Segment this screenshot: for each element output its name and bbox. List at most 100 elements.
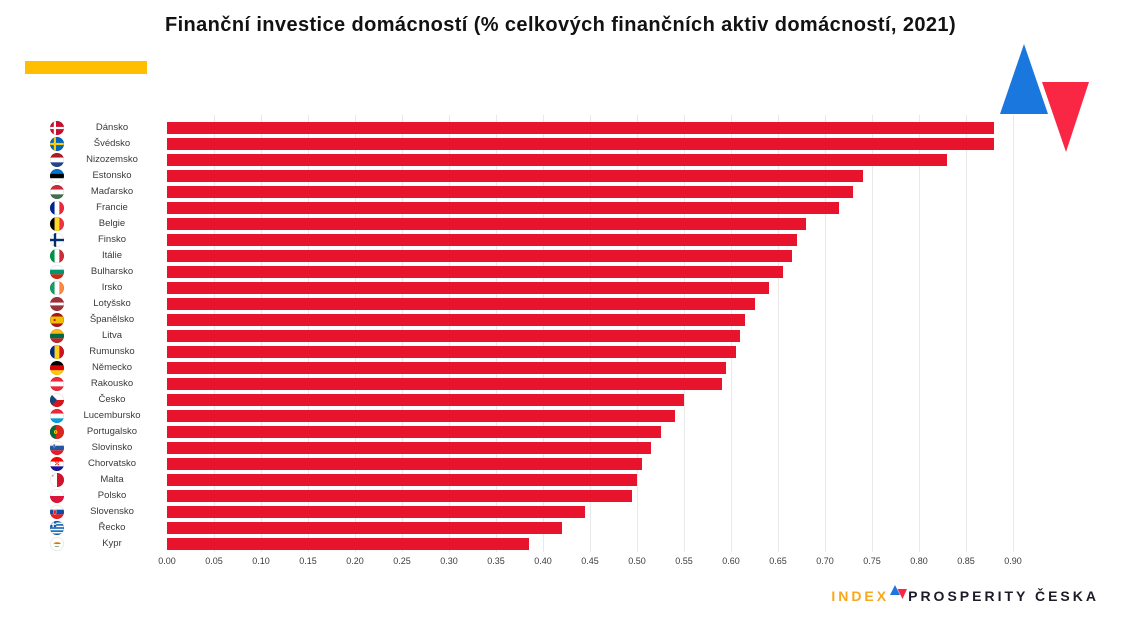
country-label: Polsko	[97, 490, 127, 501]
chart-row: Řecko	[0, 520, 1060, 536]
deco-triangles	[991, 42, 1097, 162]
flag-gr-icon	[50, 521, 64, 535]
bar-ee	[167, 170, 863, 182]
flag-at-icon	[50, 377, 64, 391]
flag-sk-icon	[50, 505, 64, 519]
bar-cz	[167, 394, 684, 406]
flag-es-icon	[50, 313, 64, 327]
bar-hr	[167, 458, 642, 470]
gridline	[919, 115, 920, 552]
gridline	[778, 115, 779, 552]
chart-row: Česko	[0, 392, 1060, 408]
bar-dk	[167, 122, 994, 134]
triangle-down-icon	[1042, 82, 1089, 152]
flag-dk-icon	[50, 121, 64, 135]
x-tick-label: 0.50	[628, 556, 646, 566]
gridline	[825, 115, 826, 552]
chart-row: Slovinsko	[0, 440, 1060, 456]
chart-row: Rakousko	[0, 376, 1060, 392]
country-label: Portugalsko	[86, 426, 138, 437]
x-tick-label: 0.10	[252, 556, 270, 566]
chart-row: Portugalsko	[0, 424, 1060, 440]
chart-row: Belgie	[0, 216, 1060, 232]
x-axis: 0.00 0.05 0.10 0.15 0.20 0.25 0.30 0.35 0.40 0.45…	[0, 556, 1121, 570]
x-tick-label: 0.55	[675, 556, 693, 566]
bar-lv	[167, 298, 755, 310]
x-tick-label: 0.25	[393, 556, 411, 566]
flag-lv-icon	[50, 297, 64, 311]
bar-be	[167, 218, 806, 230]
bar-fr	[167, 202, 839, 214]
chart-row: Slovensko	[0, 504, 1060, 520]
country-label: Česko	[98, 394, 126, 405]
chart-title: Finanční investice domácností (% celkový…	[164, 14, 957, 36]
chart-row: Dánsko	[0, 120, 1060, 136]
country-label: Lucembursko	[83, 410, 141, 421]
bar-mt	[167, 474, 637, 486]
flag-bg-icon	[50, 265, 64, 279]
chart-row: Nizozemsko	[0, 152, 1060, 168]
flag-hr-icon	[50, 457, 64, 471]
country-label: Slovensko	[90, 506, 134, 517]
bar-pt	[167, 426, 661, 438]
flag-fi-icon	[50, 233, 64, 247]
chart-row: Švédsko	[0, 136, 1060, 152]
country-label: Chorvatsko	[87, 458, 137, 469]
country-label: Belgie	[98, 218, 126, 229]
country-label: Rakousko	[90, 378, 134, 389]
x-tick-label: 0.35	[487, 556, 505, 566]
country-label: Kypr	[102, 538, 122, 549]
bar-de	[167, 362, 726, 374]
chart-row: Itálie	[0, 248, 1060, 264]
country-label: Španělsko	[89, 314, 135, 325]
chart-row: Litva	[0, 328, 1060, 344]
bar-bg	[167, 266, 783, 278]
gridline	[1013, 115, 1014, 552]
country-label: Řecko	[98, 522, 126, 533]
chart-row: Španělsko	[0, 312, 1060, 328]
brand-logo: INDEX PROSPERITY ČESKA	[831, 584, 1099, 604]
bar-chart: Dánsko Švédsko Nizozemsko Estonsko Maďarsko F…	[0, 120, 1060, 552]
country-label: Irsko	[101, 282, 123, 293]
flag-cz-icon	[50, 393, 64, 407]
triangle-up-icon	[1000, 44, 1048, 114]
country-label: Lotyšsko	[93, 298, 131, 309]
chart-row: Estonsko	[0, 168, 1060, 184]
flag-se-icon	[50, 137, 64, 151]
chart-row: Kypr	[0, 536, 1060, 552]
country-label: Německo	[91, 362, 133, 373]
bar-nl	[167, 154, 947, 166]
country-label: Francie	[96, 202, 128, 213]
flag-it-icon	[50, 249, 64, 263]
country-label: Slovinsko	[91, 442, 133, 453]
bar-lt	[167, 330, 740, 342]
flag-lt-icon	[50, 329, 64, 343]
chart-row: Malta	[0, 472, 1060, 488]
country-label: Maďarsko	[90, 186, 134, 197]
chart-row: Maďarsko	[0, 184, 1060, 200]
flag-pt-icon	[50, 425, 64, 439]
country-label: Estonsko	[92, 170, 132, 181]
bar-si	[167, 442, 651, 454]
x-tick-label: 0.15	[299, 556, 317, 566]
chart-row: Irsko	[0, 280, 1060, 296]
country-label: Švédsko	[93, 138, 131, 149]
bar-at	[167, 378, 722, 390]
flag-hu-icon	[50, 185, 64, 199]
x-tick-label: 0.30	[440, 556, 458, 566]
flag-nl-icon	[50, 153, 64, 167]
x-tick-label: 0.70	[816, 556, 834, 566]
gridline	[872, 115, 873, 552]
x-tick-label: 0.60	[722, 556, 740, 566]
x-tick-label: 0.80	[910, 556, 928, 566]
flag-ro-icon	[50, 345, 64, 359]
flag-ie-icon	[50, 281, 64, 295]
bar-it	[167, 250, 792, 262]
x-tick-label: 0.40	[534, 556, 552, 566]
x-tick-label: 0.75	[863, 556, 881, 566]
flag-fr-icon	[50, 201, 64, 215]
flag-pl-icon	[50, 489, 64, 503]
country-label: Bulharsko	[90, 266, 134, 277]
flag-cy-icon	[50, 537, 64, 551]
logo-index-text: INDEX	[831, 588, 890, 604]
